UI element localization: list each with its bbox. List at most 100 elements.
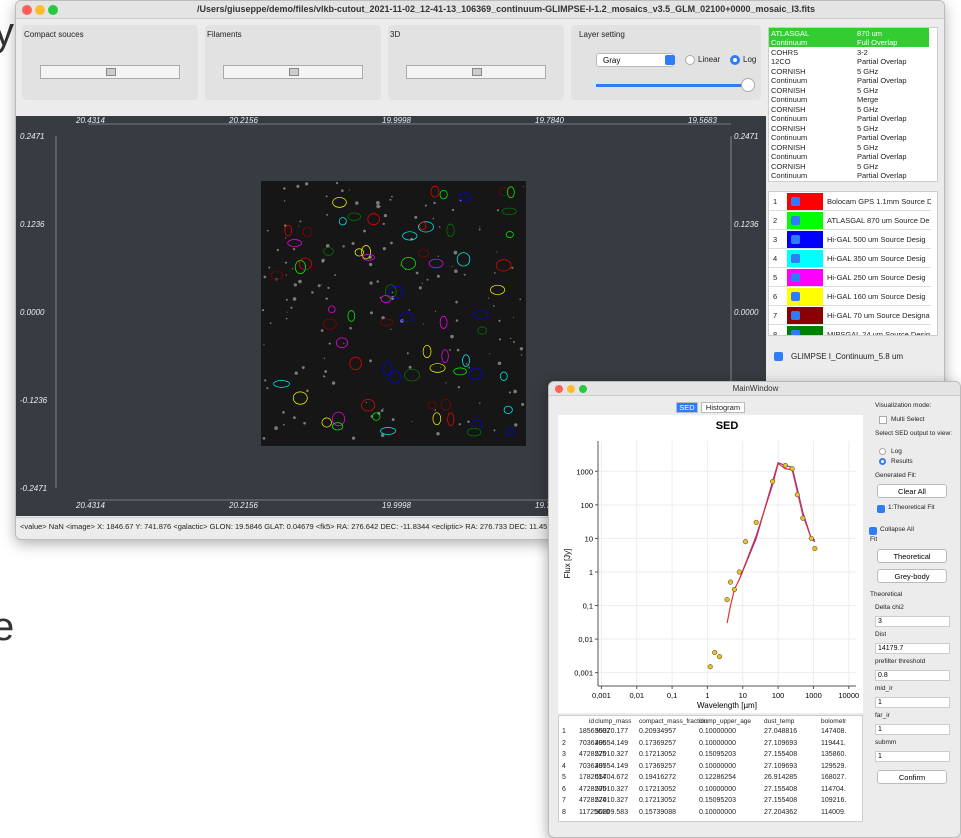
radio[interactable] (879, 458, 886, 465)
x-tick-label: 0,001 (592, 691, 611, 700)
checkbox[interactable] (791, 273, 800, 282)
text-input[interactable]: 0.8 (875, 670, 950, 681)
button[interactable]: Clear All (877, 484, 947, 498)
checkbox[interactable] (791, 292, 800, 301)
radio[interactable] (685, 55, 695, 65)
y-tick-label: 0,1 (583, 602, 593, 611)
window-button[interactable] (35, 5, 45, 15)
tab[interactable]: SED (676, 402, 698, 413)
slider-handle[interactable] (741, 78, 755, 92)
checkbox[interactable] (791, 330, 800, 336)
layer-name: Hi-GAL 160 um Source Desig (827, 292, 931, 301)
slider-track[interactable] (596, 84, 746, 87)
star (349, 327, 352, 330)
star (311, 291, 314, 294)
survey-cell: 3-2 (857, 48, 868, 57)
checkbox[interactable] (791, 235, 800, 244)
table-cell: 0.12286254 (699, 774, 736, 781)
button[interactable]: Theoretical (877, 549, 947, 563)
table-cell: 0.17369257 (639, 740, 676, 747)
group-label: Compact souces (24, 30, 84, 39)
star (383, 408, 384, 409)
checkbox[interactable] (879, 416, 887, 424)
star (355, 201, 358, 204)
star (352, 242, 355, 245)
y-axis-title: Flux [Jy] (563, 549, 572, 579)
sed-point (790, 466, 795, 471)
text-input[interactable]: 14179.7 (875, 643, 950, 654)
text-input[interactable]: 1 (875, 697, 950, 708)
window-button[interactable] (22, 5, 32, 15)
tab[interactable]: Histogram (701, 402, 745, 413)
select-arrow[interactable] (665, 55, 675, 65)
checkbox[interactable] (791, 197, 800, 206)
star (523, 186, 524, 187)
x-tick-label: 100 (772, 691, 785, 700)
slider-handle[interactable] (472, 68, 482, 76)
slider-handle[interactable] (289, 68, 299, 76)
star (318, 284, 321, 287)
colormap-select[interactable]: Gray (596, 53, 674, 67)
sed-point (795, 492, 800, 497)
sed-point (743, 539, 748, 544)
table-cell: 147408. (821, 728, 846, 735)
checkbox[interactable] (791, 311, 800, 320)
text-input[interactable]: 1 (875, 751, 950, 762)
text-input[interactable]: 1 (875, 724, 950, 735)
slider-handle[interactable] (106, 68, 116, 76)
checkbox[interactable] (791, 216, 800, 225)
checkbox[interactable] (791, 254, 800, 263)
checkbox[interactable] (877, 505, 885, 513)
survey-list: ATLASGALContinuum870 umFull OverlapCOHRS… (768, 27, 938, 182)
radio[interactable] (730, 55, 740, 65)
star (329, 342, 331, 344)
control-label: Multi Select (891, 416, 925, 423)
star (302, 366, 305, 369)
checkbox[interactable] (869, 527, 877, 535)
table-cell: 57010.327 (595, 797, 628, 804)
y-axis-label: 0.2471 (734, 132, 758, 141)
layer-name: Hi-GAL 250 um Source Desig (827, 273, 931, 282)
radio[interactable] (879, 448, 886, 455)
layer-setting-group: Layer settingGrayLinearLog (571, 25, 761, 100)
table-cell: 0.10000000 (699, 740, 736, 747)
button[interactable]: Confirm (877, 770, 947, 784)
y-tick-label: 0,01 (578, 635, 593, 644)
star (422, 283, 423, 284)
group-label: Layer setting (579, 30, 625, 39)
y-tick-label: 1000 (576, 467, 593, 476)
text-input[interactable]: 3 (875, 616, 950, 627)
star (376, 204, 380, 208)
star (321, 329, 324, 332)
button[interactable]: Grey-body (877, 569, 947, 583)
star (327, 287, 329, 289)
table-cell: 129529. (821, 763, 846, 770)
star (488, 298, 489, 299)
checkbox[interactable] (774, 352, 783, 361)
table-cell: 0.10000000 (699, 786, 736, 793)
survey-cell: Continuum (771, 76, 807, 85)
table-cell: 27.109693 (764, 763, 797, 770)
control-label: Results (891, 458, 913, 465)
star (466, 363, 468, 365)
table-cell: 0.15739088 (639, 809, 676, 816)
star (409, 309, 410, 310)
window-button[interactable] (48, 5, 58, 15)
survey-cell: 5 GHz (857, 86, 878, 95)
